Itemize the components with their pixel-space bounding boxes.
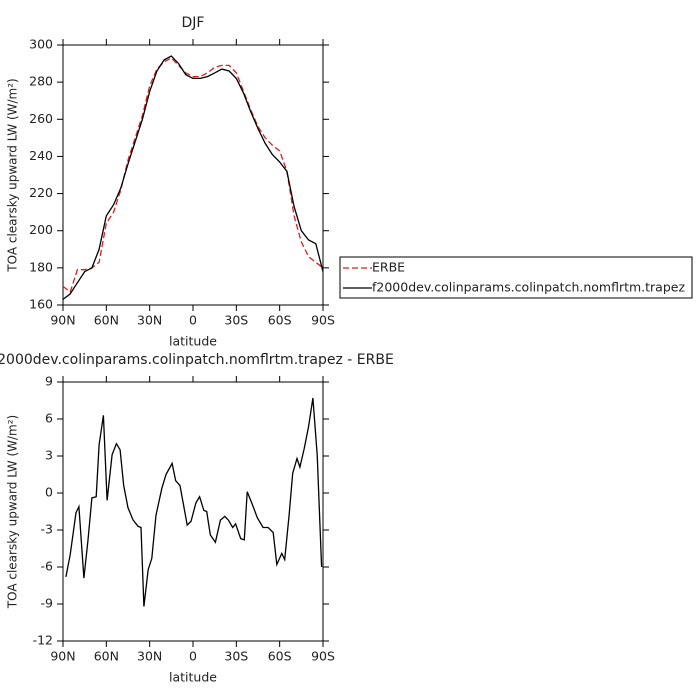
x-tick-label: 90S xyxy=(311,649,335,664)
x-tick-label: 0 xyxy=(189,313,197,328)
x-tick-label: 90S xyxy=(311,313,335,328)
x-tick-label: 60N xyxy=(94,313,119,328)
legend-label: f2000dev.colinparams.colinpatch.nomflrtm… xyxy=(372,280,685,295)
plot-frame xyxy=(62,44,324,306)
legend-label: ERBE xyxy=(372,260,405,275)
y-tick-label: 9 xyxy=(45,374,53,389)
y-tick-label: 6 xyxy=(45,411,53,426)
chart-title: f2000dev.colinparams.colinpatch.nomflrtm… xyxy=(0,352,394,368)
x-tick-label: 30S xyxy=(224,313,248,328)
x-tick-label: 90N xyxy=(50,313,75,328)
y-tick-label: -3 xyxy=(41,522,53,537)
y-tick-label: 0 xyxy=(45,485,53,500)
y-axis-label: TOA clearsky upward LW (W/m²) xyxy=(6,78,20,272)
y-tick-label: 180 xyxy=(29,259,53,274)
y-tick-label: 260 xyxy=(29,111,53,126)
y-tick-label: 3 xyxy=(45,448,53,463)
y-tick-label: -12 xyxy=(33,633,53,648)
y-tick-label: 220 xyxy=(29,185,53,200)
x-tick-label: 30N xyxy=(137,313,162,328)
legend-box xyxy=(339,256,693,299)
x-tick-label: 90N xyxy=(50,649,75,664)
x-tick-label: 60N xyxy=(94,649,119,664)
y-tick-label: 200 xyxy=(29,222,53,237)
data-line xyxy=(62,55,324,300)
x-tick-label: 60S xyxy=(268,649,292,664)
y-tick-label: 160 xyxy=(29,297,53,312)
data-line xyxy=(62,57,324,294)
x-tick-label: 0 xyxy=(189,649,197,664)
x-tick-label: 30N xyxy=(137,649,162,664)
x-tick-label: 30S xyxy=(224,649,248,664)
y-tick-label: 240 xyxy=(29,148,53,163)
y-axis-label: TOA clearsky upward LW (W/m²) xyxy=(6,415,20,609)
x-tick-label: 60S xyxy=(268,313,292,328)
y-tick-label: -6 xyxy=(41,559,54,574)
chart-title: DJF xyxy=(182,15,205,31)
data-line xyxy=(65,397,323,607)
y-tick-label: 280 xyxy=(29,74,53,89)
x-axis-label: latitude xyxy=(169,670,217,685)
x-axis-label: latitude xyxy=(169,334,217,349)
y-tick-label: 300 xyxy=(29,37,53,52)
y-tick-label: -9 xyxy=(41,596,54,611)
